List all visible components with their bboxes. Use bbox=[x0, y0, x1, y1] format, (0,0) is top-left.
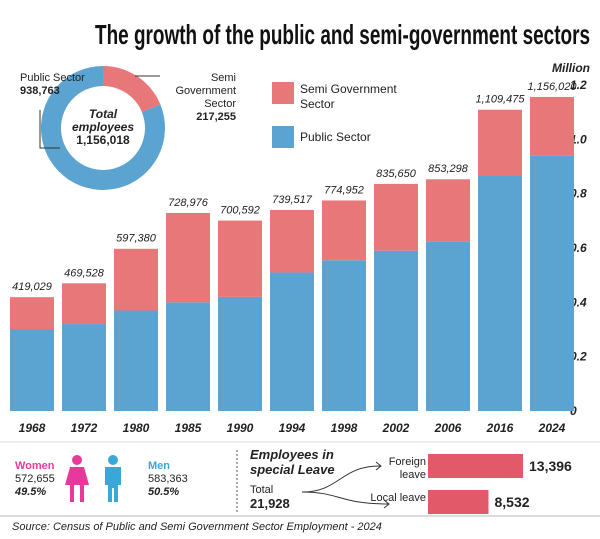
bar-segment bbox=[62, 324, 106, 411]
leader bbox=[39, 110, 60, 149]
bar-segment bbox=[374, 250, 418, 411]
x-tick-label: 2024 bbox=[538, 421, 566, 435]
x-tick-label: 1985 bbox=[175, 421, 202, 435]
x-tick-label: 2016 bbox=[486, 421, 514, 435]
x-tick-label: 1990 bbox=[227, 421, 254, 435]
bar-segment bbox=[114, 248, 158, 311]
bar-segment bbox=[322, 200, 366, 261]
x-tick-label: 1968 bbox=[19, 421, 46, 435]
women: Women 572,655 49.5% bbox=[15, 460, 75, 499]
x-tick-label: 2006 bbox=[434, 421, 462, 435]
y-tick-label: 1.2 bbox=[570, 78, 587, 92]
leave-name: Local leave bbox=[370, 492, 426, 504]
leave-title: Employees in special Leave bbox=[250, 447, 335, 477]
slice-name: Semi Government Sector bbox=[175, 72, 236, 110]
bar-segment bbox=[530, 155, 574, 411]
slice-name: Public Sector bbox=[20, 72, 85, 84]
legend-item: Public Sector bbox=[300, 130, 371, 144]
gender-label: Women bbox=[15, 460, 55, 472]
x-tick-label: 1980 bbox=[123, 421, 150, 435]
x-tick-label: 1972 bbox=[71, 421, 98, 435]
leave-bar bbox=[428, 490, 489, 514]
total-label: 1,109,475 bbox=[476, 94, 526, 106]
gender-count: 572,655 bbox=[15, 473, 55, 485]
title: The growth of the public and semi-govern… bbox=[95, 19, 590, 50]
arrows bbox=[301, 461, 390, 509]
gender-share: 49.5% bbox=[15, 486, 47, 498]
legend-item: Semi Government Sector bbox=[300, 82, 397, 111]
x-tick-label: 2002 bbox=[382, 421, 410, 435]
public-label: Public Sector 938,763 bbox=[20, 72, 90, 98]
total-label: 1,156,020 bbox=[528, 81, 578, 93]
bar-segment bbox=[270, 272, 314, 411]
legend-swatch bbox=[272, 82, 294, 104]
bar-segment bbox=[62, 283, 106, 325]
men: Men 583,363 50.5% bbox=[148, 460, 208, 499]
legend-swatch bbox=[272, 126, 294, 148]
bar-segment bbox=[530, 96, 574, 156]
slice-value: 938,763 bbox=[20, 85, 60, 97]
total-label: 419,029 bbox=[12, 281, 52, 293]
semi-label: Semi Government Sector 217,255 bbox=[160, 72, 236, 124]
leave-total: Total 21,928 bbox=[250, 484, 310, 512]
total-label: 853,298 bbox=[428, 163, 469, 175]
total-label: 597,380 bbox=[116, 233, 157, 245]
bar-segment bbox=[478, 176, 522, 411]
donut-slice bbox=[40, 66, 166, 190]
bar-segment bbox=[426, 241, 470, 411]
bar-segment bbox=[426, 179, 470, 242]
donut-center: Total employees 1,156,018 bbox=[63, 108, 143, 147]
bar-segment bbox=[218, 296, 262, 411]
donut-slice bbox=[103, 66, 161, 113]
leave-name: Foreign leave bbox=[388, 456, 426, 481]
total-label: 700,592 bbox=[220, 205, 260, 217]
bar-segment bbox=[166, 212, 210, 303]
total-label: Total bbox=[250, 484, 274, 496]
total-label: 835,650 bbox=[376, 168, 417, 180]
y-tick-label: 0.2 bbox=[570, 350, 587, 364]
bar-segment bbox=[10, 329, 54, 411]
woman-icon bbox=[65, 455, 89, 502]
total-value: 21,928 bbox=[250, 496, 290, 511]
y-tick-label: 1.0 bbox=[570, 132, 587, 146]
man-icon bbox=[105, 455, 121, 502]
center-label: Total employees bbox=[71, 107, 135, 134]
bar-segment bbox=[322, 260, 366, 411]
gender-share: 50.5% bbox=[148, 486, 180, 498]
y-tick-label: 0.8 bbox=[570, 187, 587, 201]
total-label: 739,517 bbox=[272, 194, 313, 206]
bar-segment bbox=[166, 302, 210, 411]
axis-unit: Million bbox=[552, 61, 590, 75]
bar-segment bbox=[10, 297, 54, 330]
source: Source: Census of Public and Semi Govern… bbox=[12, 521, 382, 533]
total-label: 728,976 bbox=[168, 197, 209, 209]
gender-count: 583,363 bbox=[148, 473, 188, 485]
total-label: 774,952 bbox=[324, 184, 364, 196]
bar-segment bbox=[218, 220, 262, 297]
bar-segment bbox=[114, 310, 158, 411]
total-label: 469,528 bbox=[64, 267, 105, 279]
x-tick-label: 1994 bbox=[279, 421, 306, 435]
center-total: 1,156,018 bbox=[76, 133, 130, 147]
y-tick-label: 0.6 bbox=[570, 241, 587, 255]
y-tick-label: 0.4 bbox=[570, 295, 587, 309]
bar-segment bbox=[478, 109, 522, 177]
bar-segment bbox=[270, 209, 314, 273]
leave-value: 13,396 bbox=[529, 458, 572, 474]
slice-value: 217,255 bbox=[196, 111, 236, 123]
bar-segment bbox=[374, 183, 418, 251]
gender-label: Men bbox=[148, 460, 170, 472]
x-tick-label: 1998 bbox=[331, 421, 358, 435]
leave-value: 8,532 bbox=[495, 494, 530, 510]
leave-bar bbox=[428, 454, 523, 478]
